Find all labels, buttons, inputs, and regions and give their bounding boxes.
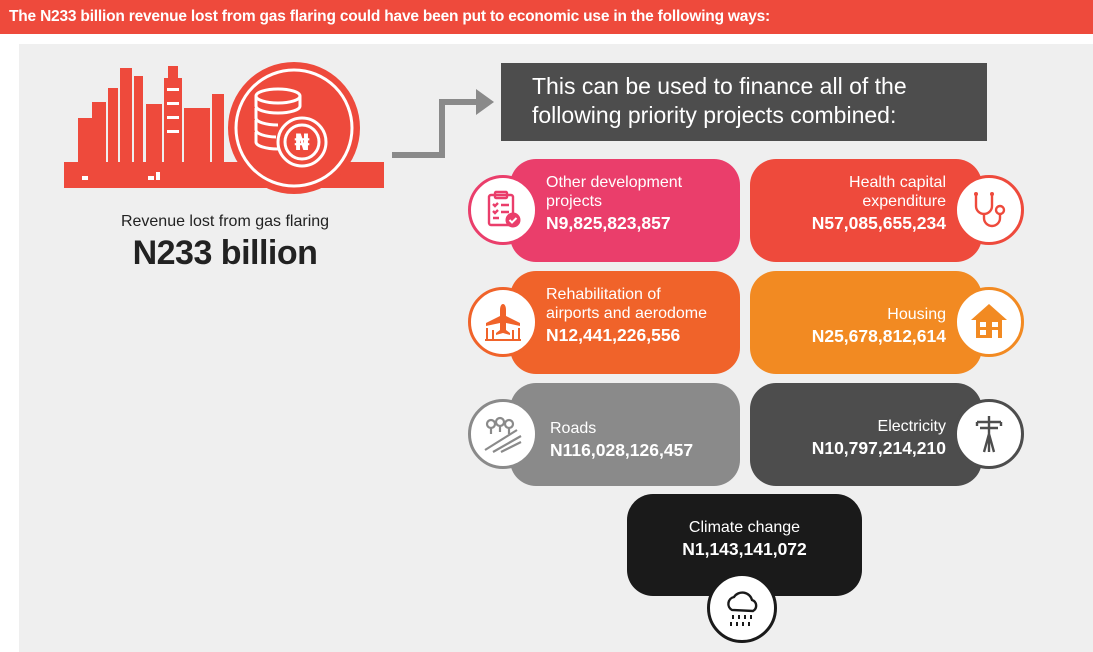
card-amount: N9,825,823,857	[546, 213, 671, 233]
airport-icon	[468, 287, 538, 357]
card-title-line-1: Health capital	[849, 174, 946, 191]
naira-symbol: ₦	[294, 131, 309, 156]
card-title-line-2: projects	[546, 193, 603, 210]
clipboard-checklist-icon	[468, 175, 538, 245]
house-icon	[954, 287, 1024, 357]
finance-header-box: This can be used to finance all of the f…	[501, 63, 987, 141]
stethoscope-icon	[954, 175, 1024, 245]
card-climate-change: Climate change N1,143,141,072	[627, 494, 862, 596]
card-airports: Rehabilitation of airports and aerodome …	[468, 271, 740, 374]
climate-amount: N1,143,141,072	[682, 539, 807, 559]
card-title-line-1: Other development	[546, 174, 683, 191]
rain-cloud-icon	[707, 573, 777, 643]
card-roads: Roads N116,028,126,457	[468, 383, 740, 486]
card-other-development: Other development projects N9,825,823,85…	[468, 159, 740, 262]
arrow-icon	[392, 89, 494, 158]
header-line-1: This can be used to finance all of the	[532, 73, 907, 99]
card-title-line-1: Electricity	[877, 418, 946, 435]
card-title-line-2: expenditure	[862, 193, 946, 210]
card-title-line-2: airports and aerodome	[546, 305, 707, 322]
card-health-capital: Health capital expenditure N57,085,655,2…	[750, 159, 1024, 262]
card-housing: Housing N25,678,812,614	[750, 271, 1024, 374]
top-banner: The N233 billion revenue lost from gas f…	[0, 0, 1093, 34]
card-title-line-1: Roads	[550, 420, 597, 437]
card-amount: N57,085,655,234	[811, 213, 946, 233]
card-title-line-1: Rehabilitation of	[546, 286, 661, 303]
header-line-2: following priority projects combined:	[532, 102, 897, 128]
banner-text: The N233 billion revenue lost from gas f…	[9, 8, 771, 25]
card-amount: N10,797,214,210	[811, 438, 946, 458]
climate-title: Climate change	[688, 519, 801, 536]
card-amount: N116,028,126,457	[550, 440, 694, 460]
revenue-lost-label: Revenue lost from gas flaring	[120, 213, 330, 230]
revenue-lost-value: N233 billion	[132, 234, 318, 272]
power-pylon-icon	[954, 399, 1024, 469]
card-title-line-1: Housing	[887, 306, 946, 323]
factory-icon: ₦	[64, 62, 384, 194]
card-amount: N12,441,226,556	[546, 325, 681, 345]
card-electricity: Electricity N10,797,214,210	[750, 383, 1024, 486]
road-icon	[468, 399, 538, 469]
card-amount: N25,678,812,614	[811, 326, 946, 346]
